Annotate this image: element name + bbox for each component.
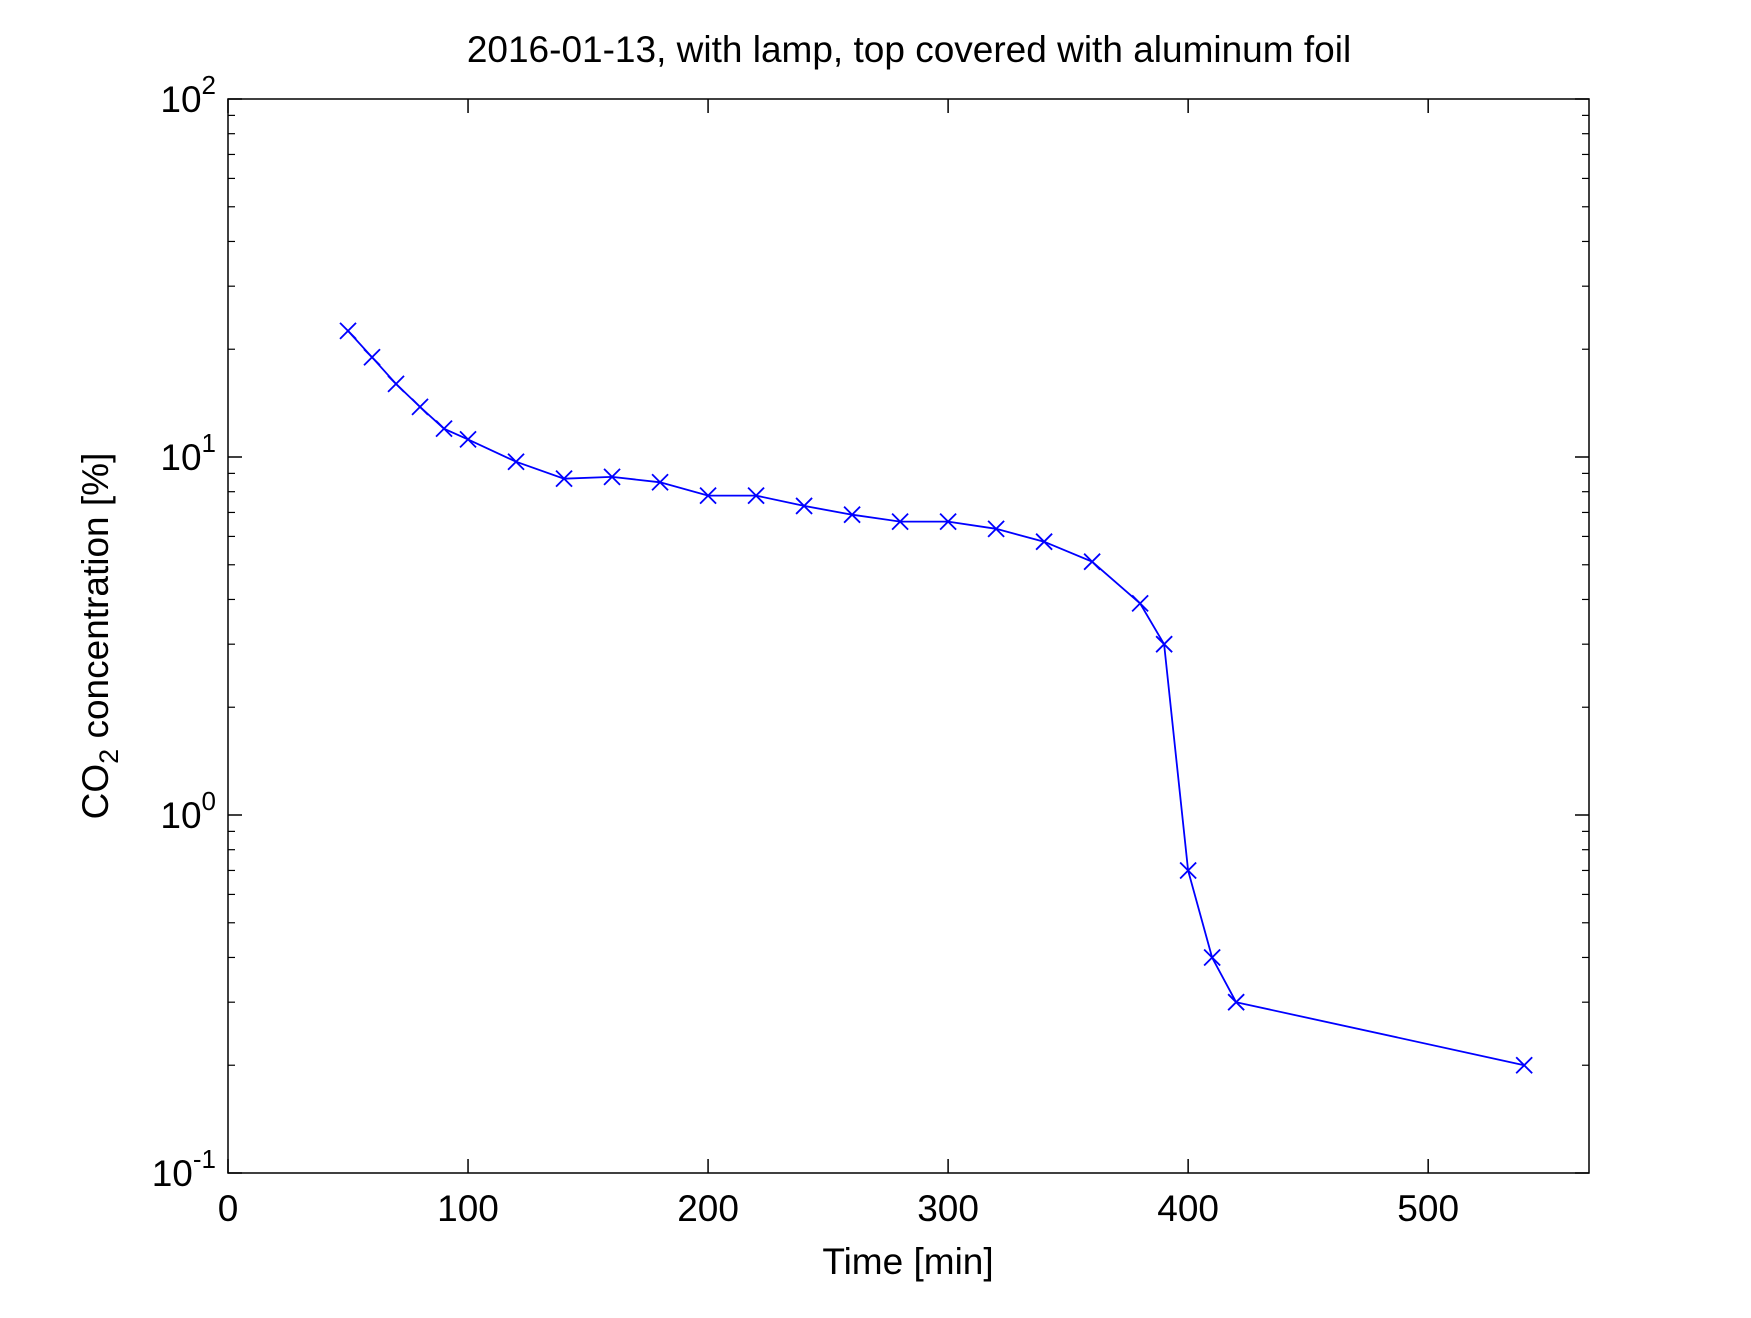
data-point-marker [747, 486, 765, 505]
marker-stroke [651, 473, 669, 491]
marker-stroke [843, 506, 861, 524]
series-line [347, 330, 1525, 1067]
chart-title: 2016-01-13, with lamp, top covered with … [467, 29, 1351, 70]
y-tick-label: 102 [160, 70, 216, 120]
plot-frame [227, 98, 1590, 1174]
y-tick-label-base: 10 [152, 1153, 193, 1194]
y-axis-label-subscript: 2 [94, 749, 124, 764]
marker-stroke [435, 420, 453, 438]
data-point-marker [795, 497, 813, 515]
y-axis-label: CO2 concentration [%] [75, 453, 124, 820]
marker-stroke [1155, 635, 1173, 653]
x-tick-label: 500 [1397, 1188, 1459, 1229]
y-tick-label-exponent: 0 [202, 786, 216, 816]
marker-stroke [1179, 861, 1197, 880]
marker-stroke [1515, 1056, 1533, 1074]
y-tick-label-base: 10 [160, 79, 201, 120]
marker-stroke [1083, 553, 1101, 571]
marker-stroke [507, 453, 525, 471]
data-point-marker [1227, 993, 1245, 1011]
data-point-marker [1083, 553, 1101, 571]
marker-stroke [795, 497, 813, 515]
data-point-marker [339, 322, 357, 340]
y-tick-label-base: 10 [160, 795, 201, 836]
ticks-layer [227, 98, 1589, 1174]
marker-stroke [1131, 594, 1149, 613]
y-tick-label: 100 [160, 786, 216, 836]
marker-stroke [387, 375, 405, 393]
marker-stroke [339, 322, 357, 340]
marker-stroke [987, 520, 1005, 538]
data-point-marker [411, 398, 429, 416]
x-tick-label: 200 [677, 1188, 739, 1229]
data-point-marker [1203, 948, 1221, 967]
marker-stroke [363, 348, 381, 366]
marker-stroke [555, 470, 573, 488]
y-tick-label-exponent: 1 [202, 428, 216, 458]
data-point-marker [363, 348, 381, 366]
y-tick-label: 10-1 [152, 1144, 216, 1194]
marker-stroke [891, 512, 909, 531]
y-tick-label-exponent: 2 [202, 70, 216, 100]
data-point-marker [651, 473, 669, 491]
marker-stroke [459, 430, 477, 449]
marker-stroke [699, 486, 717, 505]
data-point-marker [507, 453, 525, 471]
data-point-marker [1179, 861, 1197, 880]
data-point-marker [699, 486, 717, 505]
x-tick-label: 0 [218, 1188, 239, 1229]
data-point-marker [939, 512, 957, 531]
data-point-marker [891, 512, 909, 531]
data-point-marker [1515, 1056, 1533, 1074]
y-axis-label-suffix: concentration [%] [75, 453, 116, 749]
series-layer [339, 322, 1533, 1074]
data-point-marker [843, 506, 861, 524]
y-tick-label: 101 [160, 428, 216, 478]
marker-stroke [1035, 533, 1053, 551]
marker-stroke [1203, 948, 1221, 967]
data-point-marker [459, 430, 477, 449]
y-tick-label-base: 10 [160, 437, 201, 478]
x-tick-label: 100 [437, 1188, 499, 1229]
data-point-marker [1155, 635, 1173, 653]
data-point-marker [603, 468, 621, 486]
marker-stroke [603, 468, 621, 486]
data-point-marker [1035, 533, 1053, 551]
data-point-marker [987, 520, 1005, 538]
x-axis-label: Time [min] [822, 1241, 993, 1282]
y-tick-label-exponent: -1 [193, 1144, 216, 1174]
marker-stroke [411, 398, 429, 416]
data-point-marker [1131, 594, 1149, 613]
data-point-marker [387, 375, 405, 393]
y-axis-label-prefix: CO [75, 764, 116, 820]
data-point-marker [435, 420, 453, 438]
x-tick-label: 400 [1157, 1188, 1219, 1229]
data-point-marker [555, 470, 573, 488]
marker-stroke [939, 512, 957, 531]
x-tick-label: 300 [917, 1188, 979, 1229]
marker-stroke [747, 486, 765, 505]
marker-stroke [1227, 993, 1245, 1011]
